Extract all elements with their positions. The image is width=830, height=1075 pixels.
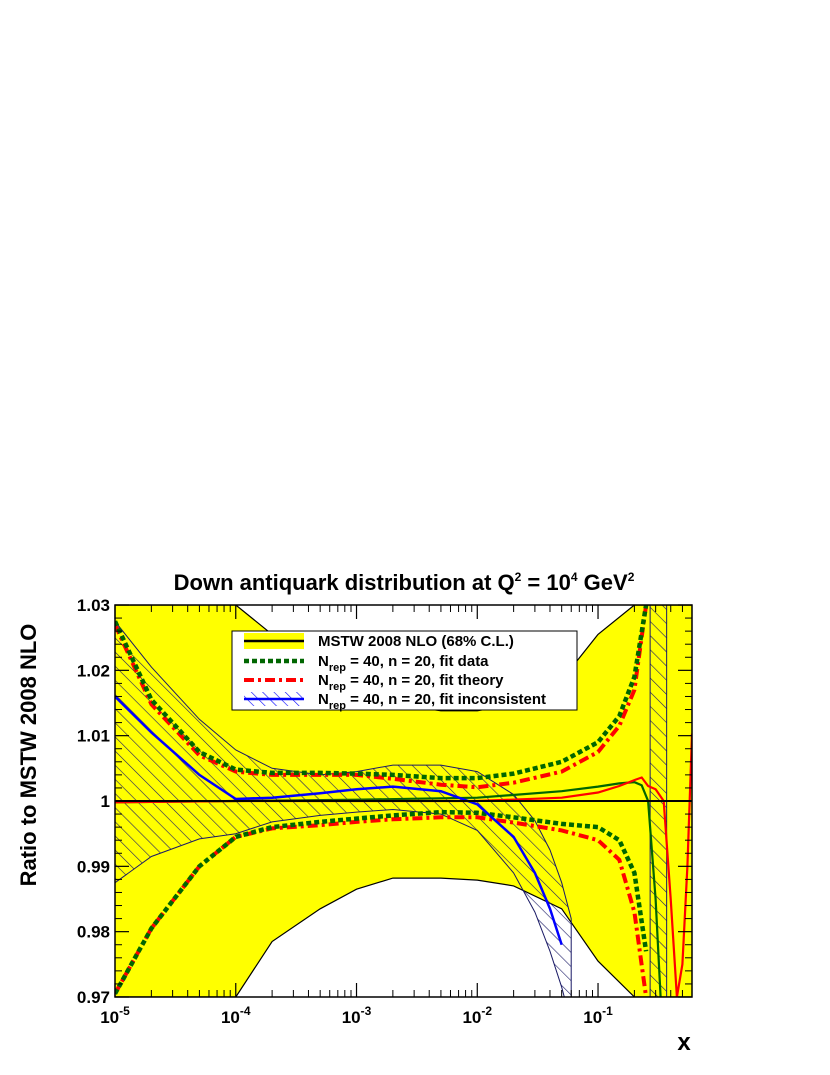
fit-theory-upper-edge	[115, 605, 649, 790]
y-tick-label: 1.03	[77, 596, 110, 615]
legend-label: Nrep = 40, n = 20, fit inconsistent	[318, 691, 546, 712]
legend-label: MSTW 2008 NLO (68% C.L.)	[318, 633, 514, 650]
y-tick-label: 0.97	[77, 988, 110, 1007]
legend-label: Nrep = 40, n = 20, fit theory	[318, 672, 504, 693]
fit-data-lower-edge	[115, 809, 649, 995]
x-tick-label: 10-1	[583, 1004, 613, 1027]
chart-title: Down antiquark distribution at Q2 = 104 …	[174, 570, 635, 595]
y-axis-label: Ratio to MSTW 2008 NLO	[16, 624, 41, 887]
fit-inconsistent-central-line	[115, 695, 563, 946]
x-tick-label: 10-4	[221, 1004, 251, 1027]
legend-label: Nrep = 40, n = 20, fit data	[318, 653, 489, 674]
x-axis-label: x	[677, 1029, 691, 1056]
y-tick-label: 0.98	[77, 923, 110, 942]
mstw-band-upper-edge	[115, 605, 692, 712]
mstw-band-lower-edge	[115, 877, 692, 997]
x-tick-label: 10-2	[462, 1004, 492, 1027]
y-tick-label: 1	[101, 792, 110, 811]
x-tick-label: 10-3	[342, 1004, 372, 1027]
x-tick-label: 10-5	[100, 1004, 130, 1027]
legend: MSTW 2008 NLO (68% C.L.) Nrep = 40, n = 2…	[231, 630, 578, 712]
fit-data-upper-edge	[115, 605, 649, 781]
y-tick-label: 1.01	[77, 727, 110, 746]
y-tick-label: 1.02	[77, 661, 110, 680]
y-tick-label: 0.99	[77, 857, 110, 876]
